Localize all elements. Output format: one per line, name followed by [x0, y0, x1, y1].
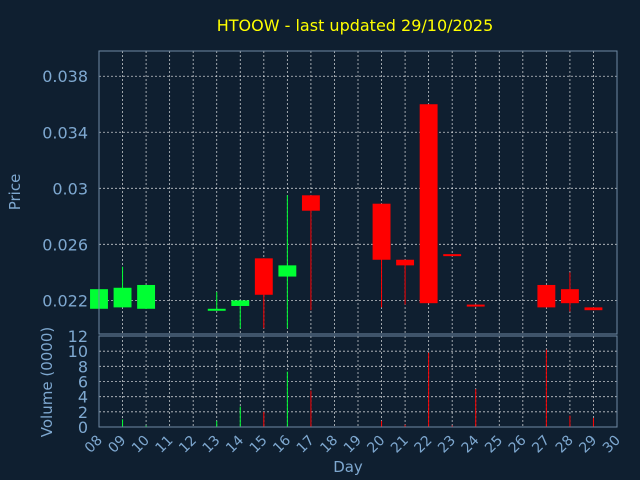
- candle-body: [231, 300, 250, 306]
- candle-body: [466, 304, 485, 307]
- x-tick-label: 13: [200, 433, 224, 457]
- candle-body: [560, 289, 579, 304]
- x-tick-label: 29: [576, 433, 600, 457]
- price-tick-label: 0.034: [42, 123, 88, 142]
- x-tick-label: 09: [105, 433, 129, 457]
- candle-body: [254, 258, 273, 295]
- volume-tick-label: 12: [68, 327, 88, 346]
- x-tick-label: 12: [176, 433, 200, 457]
- volume-tick-label: 8: [78, 357, 88, 376]
- candle-body: [584, 307, 603, 311]
- volume-panel-frame: [98, 335, 618, 428]
- x-tick-label: 30: [600, 433, 624, 457]
- candle-body: [301, 195, 320, 211]
- x-tick-label: 11: [153, 433, 177, 457]
- chart-title: HTOOW - last updated 29/10/2025: [217, 16, 494, 35]
- volume-tick-label: 0: [78, 418, 88, 437]
- candle-body: [137, 284, 156, 309]
- x-tick-label: 26: [506, 432, 530, 456]
- candle-body: [278, 265, 297, 277]
- price-tick-label: 0.03: [52, 179, 88, 198]
- x-tick-label: 24: [459, 432, 483, 456]
- price-tick-label: 0.038: [42, 67, 88, 86]
- price-tick-label: 0.026: [42, 235, 88, 254]
- x-axis-label: Day: [333, 458, 363, 476]
- axis-ticks: 08 09 10 11 12 13 14 15 16 17 18 19 20 21 22 23 24 25 26 27…: [42, 67, 624, 456]
- x-tick-label: 19: [341, 433, 365, 457]
- x-tick-label: 18: [317, 433, 341, 457]
- volume-grid: [99, 336, 617, 427]
- x-tick-label: 16: [270, 432, 294, 456]
- volume-tick-label: 4: [78, 388, 88, 407]
- candle-body: [396, 259, 415, 266]
- price-tick-label: 0.022: [42, 291, 88, 310]
- x-tick-label: 23: [435, 433, 459, 457]
- volume-axis-label: Volume (0000): [38, 327, 56, 437]
- x-tick-label: 21: [388, 433, 412, 457]
- volume-tick-label: 2: [78, 403, 88, 422]
- candle-body: [113, 287, 132, 308]
- candle-body: [537, 284, 556, 308]
- candle-body: [443, 254, 462, 257]
- volume-tick-label: 6: [78, 373, 88, 392]
- x-tick-label: 15: [247, 433, 271, 457]
- candle-body: [419, 104, 438, 304]
- price-axis-label: Price: [6, 174, 24, 211]
- candle-body: [207, 308, 226, 311]
- x-tick-label: 28: [553, 433, 577, 457]
- x-tick-label: 14: [223, 432, 247, 456]
- x-tick-label: 27: [529, 433, 553, 457]
- candle-body: [372, 203, 391, 260]
- candles-layer: [90, 104, 603, 329]
- x-tick-label: 25: [482, 433, 506, 457]
- x-tick-label: 10: [129, 433, 153, 457]
- price-panel-frame: [98, 50, 618, 335]
- volume-bars-layer: [98, 349, 594, 427]
- volume-tick-label: 10: [68, 342, 88, 361]
- x-tick-label: 22: [412, 433, 436, 457]
- x-tick-label: 20: [364, 433, 388, 457]
- x-tick-label: 17: [294, 433, 318, 457]
